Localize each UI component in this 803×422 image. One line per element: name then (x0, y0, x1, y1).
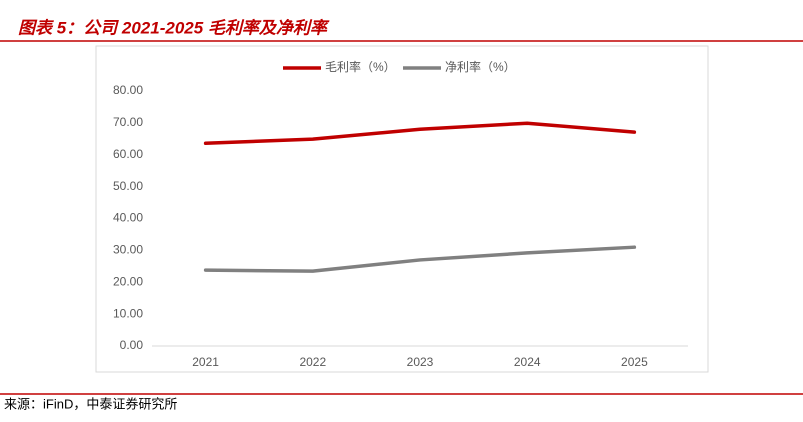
y-tick-label: 0.00 (120, 338, 144, 352)
series-line (203, 245, 637, 273)
y-tick-label: 60.00 (113, 147, 143, 161)
x-tick-label: 2025 (621, 355, 648, 369)
series-line (203, 121, 637, 146)
x-tick-label: 2021 (192, 355, 219, 369)
x-tick-label: 2024 (514, 355, 541, 369)
y-tick-label: 80.00 (113, 83, 143, 97)
source: 来源：iFinD，中泰证券研究所 (4, 396, 177, 411)
legend-label: 毛利率（%） (325, 59, 396, 74)
y-tick-label: 30.00 (113, 243, 143, 257)
figure-title: 图表 5：公司 2021-2025 毛利率及净利率 (18, 18, 330, 37)
x-tick-label: 2022 (299, 355, 326, 369)
y-tick-label: 50.00 (113, 179, 143, 193)
chart-frame (95, 45, 709, 373)
y-tick-label: 70.00 (113, 115, 143, 129)
y-tick-label: 20.00 (113, 274, 143, 288)
x-tick-label: 2023 (407, 355, 434, 369)
y-tick-label: 10.00 (113, 306, 143, 320)
y-tick-label: 40.00 (113, 211, 143, 225)
legend-label: 净利率（%） (445, 59, 516, 74)
